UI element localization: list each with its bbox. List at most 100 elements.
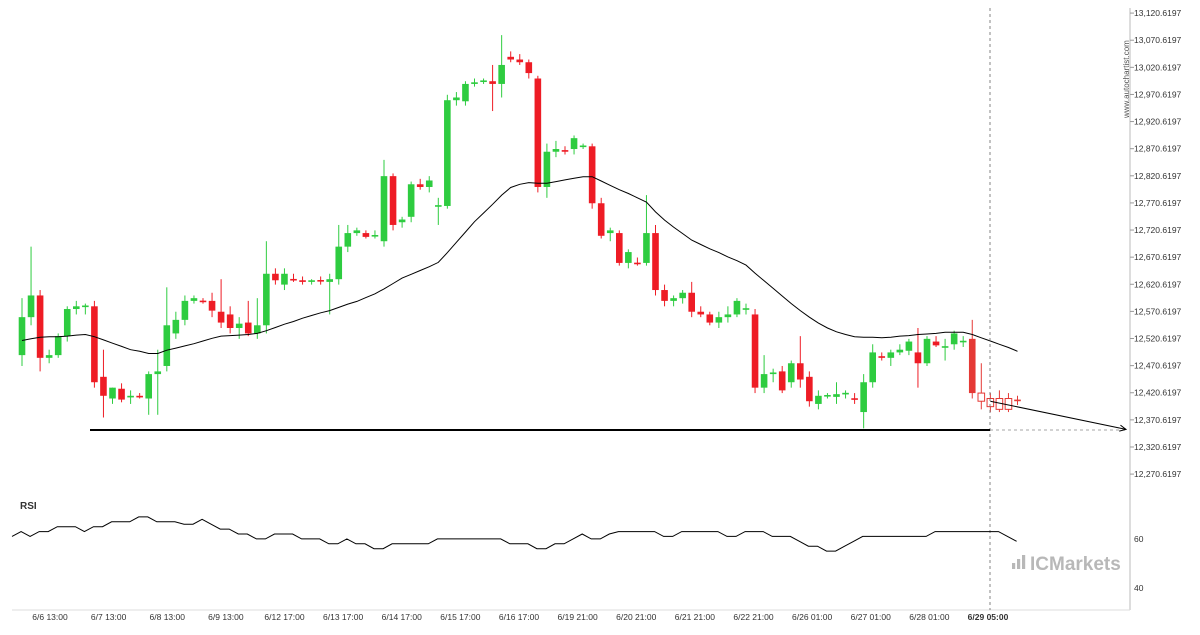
- candle: [254, 298, 261, 339]
- candle: [326, 273, 333, 315]
- candle: [416, 178, 424, 190]
- time-axis-label: 6/16 17:00: [499, 612, 539, 622]
- candle: [507, 51, 514, 63]
- candle: [905, 338, 913, 356]
- candle: [932, 336, 940, 347]
- candle: [407, 181, 415, 223]
- candle-body: [407, 184, 415, 217]
- candle-body: [127, 395, 134, 398]
- candle-body: [290, 278, 297, 281]
- candle: [181, 295, 189, 326]
- rsi-tick-label: 40: [1134, 583, 1144, 593]
- candle-body: [842, 392, 849, 395]
- candle: [760, 355, 768, 394]
- candle: [616, 230, 623, 266]
- time-axis-label: 6/20 21:00: [616, 612, 656, 622]
- candle: [597, 197, 605, 239]
- candle: [226, 306, 234, 334]
- candle-body: [362, 233, 370, 237]
- candle: [688, 281, 695, 318]
- candle: [643, 195, 650, 266]
- price-tick-label: 12,670.6197: [1134, 252, 1182, 262]
- candle: [869, 344, 876, 388]
- time-axis-label: 6/28 01:00: [909, 612, 949, 622]
- candle-body: [606, 230, 614, 234]
- candle-body: [525, 62, 533, 74]
- candle-body: [688, 292, 695, 312]
- candle-body: [82, 305, 89, 308]
- candle: [380, 159, 388, 247]
- candle-body: [534, 78, 542, 187]
- brand-bar: [1022, 555, 1026, 569]
- candle-body: [344, 233, 352, 247]
- candle-body: [91, 306, 98, 383]
- price-tick-label: 13,020.6197: [1134, 62, 1182, 72]
- candle-body: [643, 233, 650, 263]
- candle: [480, 78, 487, 84]
- candle-body: [272, 273, 279, 281]
- candle: [950, 330, 958, 350]
- candle-body: [181, 300, 189, 320]
- time-axis-label: 6/9 13:00: [208, 612, 244, 622]
- candle: [36, 290, 44, 372]
- price-tick-label: 12,770.6197: [1134, 198, 1182, 208]
- rsi-label: RSI: [20, 501, 37, 512]
- candle-body: [806, 376, 813, 402]
- candle-body: [797, 363, 804, 380]
- candle: [896, 344, 904, 356]
- candle: [543, 143, 551, 198]
- candle: [172, 311, 180, 339]
- candle-body: [425, 180, 433, 187]
- price-axis-ticks: 13,120.6197 13,070.6197 13,020.6197 12,970.…: [1130, 8, 1182, 479]
- candle-body: [299, 280, 306, 282]
- candle: [263, 241, 270, 334]
- price-tick-label: 12,870.6197: [1134, 144, 1182, 154]
- candle: [778, 365, 786, 394]
- candle: [697, 306, 705, 318]
- price-tick-label: 12,720.6197: [1134, 225, 1182, 235]
- candle-body: [190, 298, 198, 301]
- candle-body: [444, 100, 451, 206]
- candle-body: [724, 314, 732, 318]
- time-axis-label: 6/12 17:00: [264, 612, 304, 622]
- candle-body: [326, 279, 333, 282]
- candle: [570, 135, 578, 155]
- candle-body: [959, 340, 967, 343]
- candle-body: [416, 184, 424, 187]
- candle: [670, 295, 677, 307]
- candle: [435, 197, 442, 225]
- candle: [959, 336, 967, 347]
- candle-body: [226, 314, 234, 328]
- candle-body: [923, 338, 931, 364]
- price-tick-label: 12,320.6197: [1134, 442, 1182, 452]
- candle-body: [851, 398, 858, 400]
- candle: [154, 349, 162, 415]
- candle-body: [217, 311, 225, 323]
- candle: [769, 368, 777, 383]
- candle-body: [254, 325, 261, 334]
- candle: [787, 360, 795, 388]
- candle-body: [742, 308, 750, 310]
- candle-body: [616, 233, 623, 263]
- candle: [45, 349, 53, 364]
- candle: [842, 390, 849, 399]
- candle: [281, 268, 288, 291]
- candle: [751, 309, 759, 394]
- candle: [579, 143, 587, 150]
- candle-body: [543, 151, 551, 187]
- candle-body: [498, 64, 505, 84]
- candle: [588, 143, 596, 209]
- candle: [634, 257, 641, 266]
- candle-body: [18, 317, 26, 356]
- candle-body: [208, 300, 216, 311]
- candle-body: [787, 363, 795, 383]
- candle-body: [27, 295, 35, 318]
- candle: [516, 54, 524, 65]
- candle-body: [824, 394, 831, 397]
- candle-body: [145, 374, 152, 399]
- candle-body: [815, 395, 822, 404]
- candle: [54, 333, 62, 358]
- vertical-watermark: www.autochartist.com: [1122, 40, 1131, 119]
- candle-body: [597, 203, 605, 236]
